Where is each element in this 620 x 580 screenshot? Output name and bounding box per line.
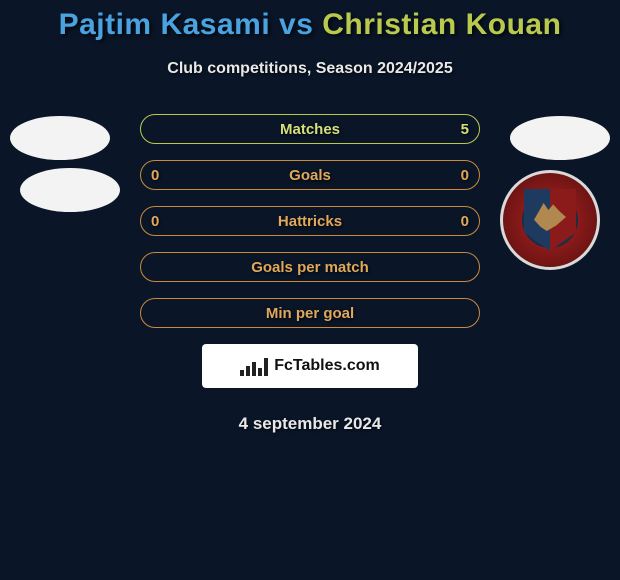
vs-separator: vs	[270, 8, 322, 41]
stat-label: Goals	[289, 167, 331, 184]
page-title: Pajtim Kasami vs Christian Kouan	[0, 8, 620, 42]
player1-club-placeholder	[20, 168, 120, 212]
player1-avatar-placeholder	[10, 116, 110, 160]
stat-left-value: 0	[151, 167, 159, 184]
stats-list: Matches 5 0 Goals 0 0 Hattricks 0 Goals per matc…	[140, 114, 480, 328]
stat-row: Matches 5	[140, 114, 480, 144]
brand-box[interactable]: FcTables.com	[202, 344, 418, 388]
player2-club-badge	[500, 170, 600, 270]
brand-text: FcTables.com	[274, 357, 380, 375]
stat-right-value: 0	[461, 167, 469, 184]
stat-row: Min per goal	[140, 298, 480, 328]
player2-avatar-placeholder	[510, 116, 610, 160]
stat-left-value: 0	[151, 213, 159, 230]
stat-label: Goals per match	[251, 259, 369, 276]
subtitle: Club competitions, Season 2024/2025	[0, 60, 620, 78]
bars-icon	[240, 356, 268, 376]
player2-name: Christian Kouan	[322, 8, 561, 41]
stat-right-value: 0	[461, 213, 469, 230]
stat-row: Goals per match	[140, 252, 480, 282]
stat-right-value: 5	[461, 121, 469, 138]
player1-name: Pajtim Kasami	[59, 8, 271, 41]
badge-shield-wrap	[524, 189, 576, 251]
date-label: 4 september 2024	[0, 414, 620, 434]
stat-label: Min per goal	[266, 305, 354, 322]
stat-label: Hattricks	[278, 213, 342, 230]
stat-row: 0 Hattricks 0	[140, 206, 480, 236]
stat-label: Matches	[280, 121, 340, 138]
stat-row: 0 Goals 0	[140, 160, 480, 190]
